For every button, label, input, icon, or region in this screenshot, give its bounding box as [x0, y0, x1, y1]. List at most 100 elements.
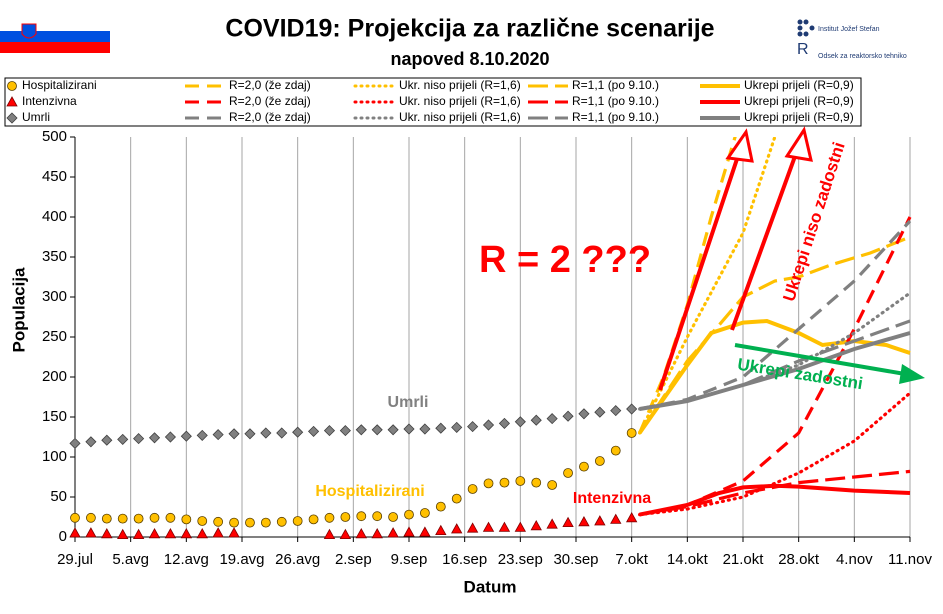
- x-tick-label: 16.sep: [442, 551, 487, 568]
- point: [435, 524, 447, 535]
- point: [164, 431, 176, 443]
- point: [324, 512, 335, 523]
- point: [101, 513, 112, 524]
- point: [276, 516, 287, 527]
- x-tick-label: 7.okt: [615, 551, 648, 568]
- y-axis-label: Populacija: [9, 267, 28, 353]
- y-tick-label: 250: [42, 328, 67, 345]
- point: [117, 513, 128, 524]
- point: [149, 512, 160, 523]
- point: [451, 523, 463, 534]
- point: [420, 508, 430, 518]
- legend-label: R=1,1 (po 9.10.): [572, 110, 659, 124]
- y-tick-label: 350: [42, 248, 67, 265]
- point: [196, 527, 208, 539]
- point: [260, 427, 272, 439]
- point: [515, 476, 526, 486]
- legend-label: Ukrepi prijeli (R=0,9): [744, 78, 854, 92]
- x-tick-label: 21.okt: [723, 551, 765, 568]
- x-tick-label: 14.okt: [667, 551, 709, 568]
- x-tick-label: 26.avg: [275, 551, 320, 568]
- legend-marker: [6, 96, 18, 107]
- point: [499, 477, 510, 488]
- point: [514, 416, 526, 428]
- point: [276, 427, 288, 439]
- legend-item: R=1,1 (po 9.10.): [528, 94, 659, 108]
- point: [372, 511, 383, 522]
- legend-item: Hospitalizirani: [7, 78, 97, 92]
- legend-item: Ukr. niso prijeli (R=1,6): [353, 94, 521, 108]
- point: [387, 527, 399, 538]
- svg-text:R: R: [797, 41, 809, 58]
- point: [213, 516, 224, 527]
- point: [229, 517, 239, 528]
- point: [180, 527, 193, 539]
- legend-label: Ukrepi prijeli (R=0,9): [744, 110, 854, 124]
- point: [610, 445, 621, 456]
- series-line: [638, 291, 912, 411]
- point: [117, 528, 129, 539]
- y-tick-label: 450: [42, 168, 67, 185]
- department-name: Odsek za reaktorsko tehniko: [818, 53, 907, 60]
- series-line: [639, 483, 911, 517]
- point: [435, 422, 447, 434]
- legend-label: R=2,0 (že zdaj): [229, 78, 311, 92]
- point: [85, 436, 97, 448]
- point: [498, 417, 510, 429]
- point: [482, 419, 495, 431]
- x-axis-label: Datum: [464, 577, 517, 596]
- point: [292, 426, 304, 438]
- point: [292, 516, 303, 526]
- legend-label: Intenzivna: [22, 94, 77, 108]
- point: [228, 428, 240, 440]
- point: [547, 480, 558, 490]
- legend-item: Ukrepi prijeli (R=0,9): [700, 78, 854, 92]
- point: [626, 403, 638, 415]
- legend-label: R=1,1 (po 9.10.): [572, 78, 659, 92]
- point: [578, 515, 590, 527]
- point: [355, 424, 367, 436]
- series-line: [638, 391, 912, 517]
- point: [355, 527, 367, 539]
- legend-item: Umrli: [6, 110, 50, 124]
- x-tick-label: 2.sep: [335, 551, 372, 568]
- point: [101, 527, 113, 539]
- point: [403, 423, 415, 435]
- point: [546, 413, 558, 425]
- point: [625, 511, 638, 523]
- legend-label: R=2,0 (že zdaj): [229, 94, 311, 108]
- point: [419, 423, 431, 435]
- point: [610, 405, 622, 417]
- point: [482, 521, 495, 532]
- y-tick-label: 100: [42, 448, 67, 465]
- legend-item: R=2,0 (že zdaj): [185, 78, 311, 92]
- arrows: [658, 126, 925, 391]
- x-tick-label: 11.nov: [888, 551, 932, 568]
- y-tick-label: 150: [42, 408, 67, 425]
- legend-label: Ukr. niso prijeli (R=1,6): [399, 110, 521, 124]
- x-tick-label: 4.nov: [836, 551, 873, 568]
- legend-marker: [6, 112, 18, 124]
- legend-label: Hospitalizirani: [22, 78, 97, 92]
- legend-label: Ukr. niso prijeli (R=1,6): [399, 94, 521, 108]
- flag: [0, 20, 110, 53]
- point: [196, 429, 208, 441]
- point: [181, 514, 192, 525]
- point: [133, 433, 145, 445]
- point: [419, 526, 431, 537]
- point: [260, 517, 271, 528]
- institute-name: Institut Jožef Stefan: [818, 26, 880, 33]
- point: [483, 478, 494, 489]
- point: [531, 477, 542, 488]
- series-line: [638, 137, 777, 435]
- x-tick-label: 9.sep: [391, 551, 428, 568]
- point: [467, 421, 479, 433]
- series-line: [639, 216, 912, 517]
- legend-label: Ukrepi prijeli (R=0,9): [744, 94, 854, 108]
- legend-item: R=2,0 (že zdaj): [185, 110, 311, 124]
- y-tick-label: 200: [42, 368, 67, 385]
- annotation: Hospitalizirani: [315, 483, 424, 500]
- x-tick-label: 19.avg: [219, 551, 264, 568]
- point: [133, 513, 144, 524]
